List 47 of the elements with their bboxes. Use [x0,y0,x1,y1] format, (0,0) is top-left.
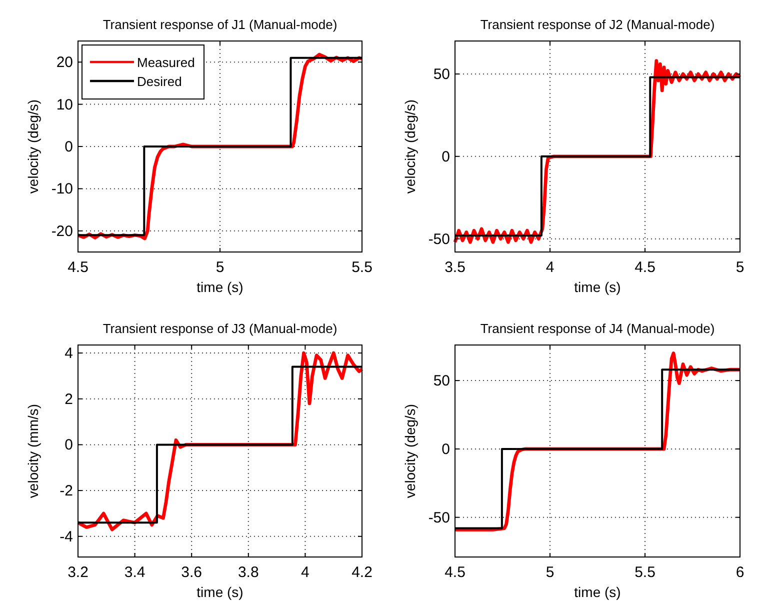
x-tick-label: 5.5 [352,259,372,276]
y-tick-label: 0 [64,138,73,156]
y-tick-label: 2 [64,390,73,408]
x-axis-title: time (s) [574,584,621,600]
x-tick-label: 3.4 [124,564,146,581]
legend-label: Desired [137,74,182,89]
chart-title: Transient response of J1 (Manual-mode) [102,17,338,32]
y-tick-label: -50 [428,230,450,248]
y-axis-title: velocity (deg/s) [402,99,418,194]
x-axis-title: time (s) [196,584,244,600]
x-tick-label: 3.6 [181,564,202,581]
y-tick-label: 20 [56,54,73,72]
y-tick-label: -2 [60,482,73,500]
x-tick-label: 4.5 [444,564,466,581]
x-tick-label: 5 [736,259,744,276]
x-tick-label: 4.5 [68,259,88,276]
y-tick-label: -4 [60,528,73,546]
y-tick-label: 0 [64,436,73,454]
y-tick-label: -50 [428,509,450,526]
chart-title: Transient response of J4 (Manual-mode) [480,321,715,336]
x-tick-label: 4.5 [634,259,656,276]
x-tick-label: 5 [216,259,224,276]
x-axis-title: time (s) [574,279,621,295]
x-tick-label: 3.5 [444,259,466,276]
x-tick-label: 5 [546,564,554,581]
chart-title: Transient response of J3 (Manual-mode) [102,321,338,336]
y-tick-label: 4 [64,345,73,362]
y-axis-title: velocity (mm/s) [25,404,41,498]
x-tick-label: 6 [736,564,744,581]
x-tick-label: 4 [301,564,310,581]
x-tick-label: 3.8 [238,564,259,581]
chart-title: Transient response of J2 (Manual-mode) [480,17,715,32]
y-tick-label: 10 [56,96,73,114]
y-tick-label: 0 [442,440,450,458]
y-tick-label: 50 [433,372,450,390]
y-axis-title: velocity (deg/s) [402,404,418,498]
x-tick-label: 3.2 [68,564,88,581]
x-tick-label: 5.5 [634,564,656,581]
y-tick-label: 50 [433,66,450,83]
y-tick-label: -20 [51,222,73,240]
y-axis-title: velocity (deg/s) [25,99,41,194]
x-tick-label: 4.2 [352,564,372,581]
y-tick-label: 0 [442,148,450,166]
x-axis-title: time (s) [196,279,244,295]
legend-label: Measured [137,55,195,70]
y-tick-label: -10 [51,180,73,198]
x-tick-label: 4 [546,259,554,276]
